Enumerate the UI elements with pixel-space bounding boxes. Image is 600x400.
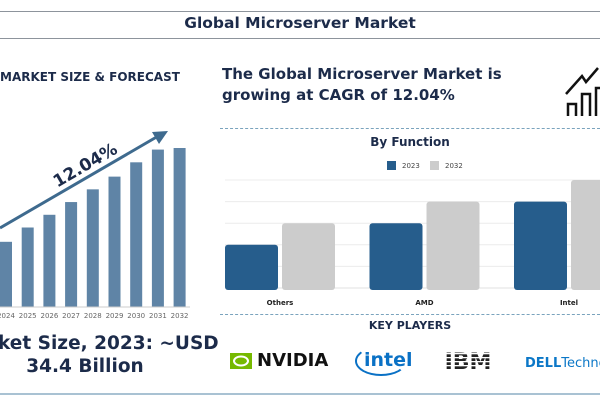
- tick-label: 2027: [62, 312, 80, 320]
- bar-AMD-2032: [426, 201, 480, 290]
- house-growth-chart-icon: [565, 67, 600, 116]
- legend-label: 2032: [445, 161, 463, 170]
- bar-2027: [65, 202, 78, 307]
- arrow-head-icon: [152, 131, 168, 144]
- tick-label: 2031: [149, 312, 167, 320]
- category-label: Intel: [560, 299, 578, 307]
- tick-label: 2028: [84, 312, 102, 320]
- bar-2028: [86, 189, 99, 307]
- bar-2024: [0, 241, 12, 307]
- nvidia-eye-icon: [230, 352, 252, 369]
- legend-label: 2023: [402, 161, 420, 170]
- header-bottom-rule: [0, 38, 600, 39]
- bar-Intel-2032: [571, 180, 600, 290]
- tick-label: 2025: [19, 312, 37, 320]
- legend-item-2023: 2023: [387, 161, 420, 170]
- bar-2025: [21, 227, 34, 307]
- divider: [220, 314, 600, 315]
- nvidia-logo: NVIDIA: [230, 350, 328, 371]
- forecast-chart: 12.04% 202420252026202720282029203020312…: [0, 131, 190, 320]
- dell-technologies-logo: DELLTechnolo: [525, 356, 600, 371]
- tick-label: 2026: [40, 312, 58, 320]
- key-players-title: KEY PLAYERS: [368, 319, 452, 332]
- tick-label: 2032: [171, 312, 189, 320]
- category-label: AMD: [415, 299, 433, 307]
- footer-rule: [0, 393, 600, 395]
- bar-Others-2032: [282, 223, 335, 290]
- market-size-line-1: ket Size, 2023: ~USD: [0, 333, 219, 354]
- bar-2032: [173, 148, 186, 307]
- page-title: Global Microserver Market: [184, 14, 416, 32]
- bar-2031: [151, 149, 164, 307]
- category-label: Others: [267, 299, 294, 307]
- legend-swatch: [387, 161, 396, 170]
- chart-title: By Function: [370, 135, 450, 149]
- tick-label: 2024: [0, 312, 15, 320]
- tick-label: 2029: [106, 312, 124, 320]
- legend-swatch: [430, 161, 439, 170]
- bar-Intel-2023: [514, 201, 567, 290]
- growth-arrow-icon: [0, 133, 161, 230]
- intel-logo-swoosh-icon: [355, 346, 407, 376]
- market-size-line-2: 34.4 Billion: [26, 356, 144, 377]
- tick-label: 2030: [127, 312, 145, 320]
- legend-item-2032: 2032: [430, 161, 463, 170]
- bar-2030: [130, 162, 143, 307]
- bar-2029: [108, 176, 121, 307]
- bar-2026: [43, 214, 56, 307]
- divider: [220, 128, 600, 129]
- growth-headline: The Global Microserver Market is growing…: [222, 65, 502, 104]
- bar-Others-2023: [225, 244, 278, 290]
- intel-logo: intel: [364, 349, 413, 371]
- section-title: MARKET SIZE & FORECAST: [0, 70, 180, 84]
- bar-AMD-2023: [369, 223, 423, 290]
- ibm-logo: IBM: [438, 350, 498, 372]
- by-function-chart: Others AMD Intel: [225, 179, 600, 307]
- header-top-rule: [0, 11, 600, 12]
